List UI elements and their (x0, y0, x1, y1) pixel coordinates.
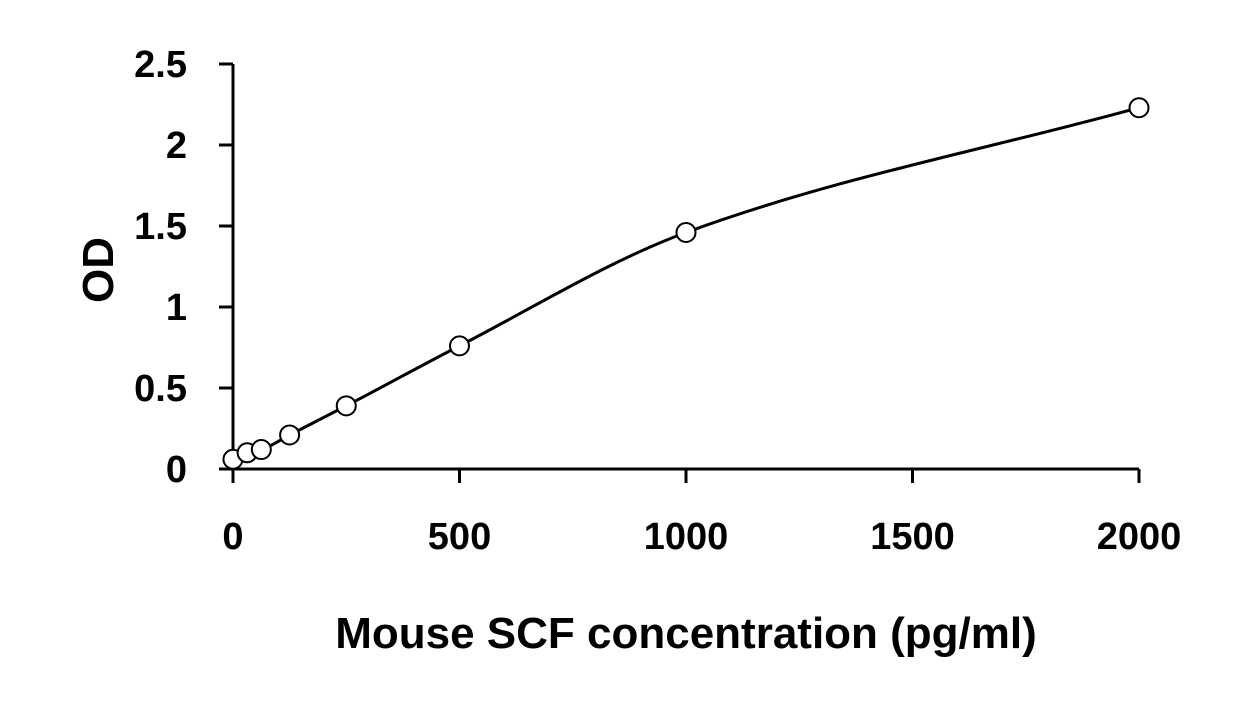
axes (219, 62, 1141, 483)
data-point (1128, 97, 1150, 119)
fit-curve (232, 106, 1140, 461)
data-point (250, 439, 272, 461)
data-point (335, 395, 357, 417)
y-axis-title: OD (74, 237, 123, 303)
y-tick-label: 2.5 (134, 44, 187, 86)
y-tick-label: 1.5 (134, 206, 187, 248)
y-tick-label: 0.5 (134, 368, 187, 410)
data-point (675, 221, 697, 243)
fit-curve-layer (232, 106, 1140, 461)
x-axis-title: Mouse SCF concentration (pg/ml) (335, 609, 1037, 658)
x-tick-label: 0 (222, 516, 243, 558)
y-tick-label: 0 (166, 449, 187, 491)
x-tick-label: 1000 (644, 516, 729, 558)
x-tick-label: 2000 (1097, 516, 1182, 558)
x-tick-label: 500 (428, 516, 491, 558)
data-point (279, 424, 301, 446)
data-points (222, 97, 1150, 470)
tick-labels: 0 0.5 1 1.5 2 2.5 0 500 1000 1500 2000 (134, 44, 1181, 558)
data-point (449, 335, 470, 357)
x-tick-label: 1500 (870, 516, 955, 558)
y-tick-label: 2 (166, 125, 187, 167)
y-tick-label: 1 (166, 287, 187, 329)
